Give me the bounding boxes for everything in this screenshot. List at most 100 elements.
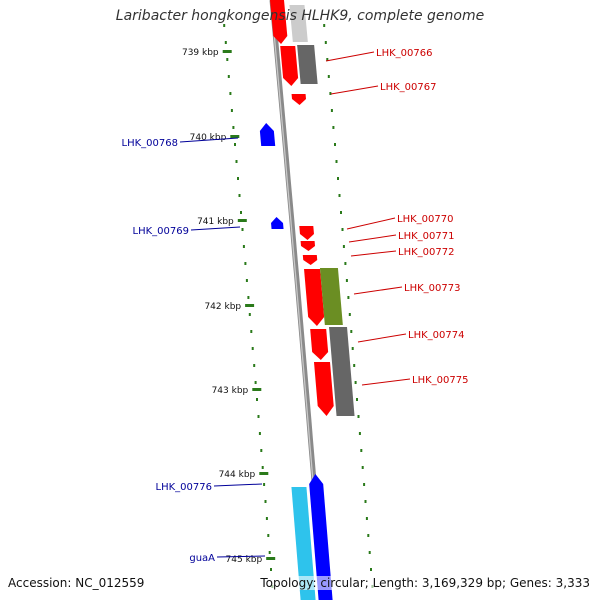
tick-label: 745 kbp — [226, 555, 263, 565]
ring-dot-inner — [224, 41, 227, 44]
ring-dot-inner — [235, 160, 238, 163]
tick-label: 743 kbp — [212, 386, 249, 396]
gene-label: LHK_00775 — [412, 375, 468, 386]
ring-dot-inner — [248, 313, 251, 316]
gene-label: guaA — [189, 553, 215, 564]
gene-feature-reverse — [259, 123, 276, 146]
ring-dot-inner — [260, 449, 263, 452]
tick-mark — [245, 304, 255, 307]
tick-mark — [259, 472, 269, 475]
gene-label-leader — [348, 234, 397, 243]
rna-feature — [291, 487, 316, 600]
gene-label: LHK_00768 — [122, 138, 178, 149]
tick-label: 741 kbp — [197, 217, 234, 227]
ring-dot-outer — [363, 483, 366, 486]
gene-feature-reverse — [309, 474, 333, 600]
ring-dot-inner — [223, 24, 226, 27]
gene-label: LHK_00774 — [408, 330, 464, 341]
ring-dot-inner — [229, 92, 232, 95]
ring-dot-outer — [345, 279, 348, 282]
ring-dot-outer — [353, 364, 356, 367]
tick-mark — [252, 388, 262, 391]
ring-dot-inner — [265, 517, 268, 520]
ring-dot-outer — [351, 347, 354, 350]
ring-dot-inner — [238, 194, 241, 197]
cog-block — [329, 327, 355, 416]
ring-dot-outer — [334, 143, 336, 146]
gene-label: LHK_00771 — [398, 231, 454, 242]
ring-dot-inner — [261, 466, 264, 469]
gene-feature-reverse — [271, 217, 284, 229]
ring-dot-outer — [358, 432, 361, 435]
gene-feature-forward — [313, 362, 334, 416]
ring-dot-inner — [267, 534, 270, 537]
ring-dot-inner — [244, 262, 247, 265]
cog-block — [289, 5, 308, 42]
gene-label-leader — [353, 286, 403, 295]
gene-label-leader — [357, 333, 407, 343]
ring-dot-outer — [367, 534, 370, 537]
gene-feature-forward — [291, 94, 307, 105]
ring-dot-inner — [263, 483, 266, 486]
gene-label: LHK_00769 — [133, 226, 189, 237]
gene-label: LHK_00766 — [376, 48, 432, 59]
ring-dot-outer — [326, 58, 329, 61]
ring-dot-outer — [348, 313, 351, 316]
gene-feature-forward — [302, 255, 318, 265]
ring-dot-outer — [368, 551, 371, 554]
ring-dot-outer — [323, 24, 326, 27]
ring-dot-outer — [341, 228, 344, 231]
ring-dot-outer — [370, 568, 372, 571]
ring-dot-outer — [337, 177, 339, 180]
ring-dot-inner — [247, 296, 250, 299]
ring-dot-inner — [242, 245, 245, 248]
tick-mark — [222, 50, 232, 53]
tick-label: 744 kbp — [219, 470, 256, 480]
tick-label: 740 kbp — [190, 133, 227, 143]
ring-dot-inner — [237, 177, 239, 180]
ring-dot-inner — [241, 228, 244, 231]
ring-dot-outer — [357, 415, 360, 418]
ring-dot-outer — [350, 330, 353, 333]
ring-dot-inner — [240, 211, 242, 214]
ring-dot-outer — [335, 160, 338, 163]
tick-mark — [266, 557, 276, 560]
ring-dot-inner — [270, 568, 272, 571]
gene-label-leader — [346, 217, 396, 230]
ring-dot-inner — [256, 398, 258, 401]
gene-label-leader — [350, 250, 397, 257]
gene-label-leader — [190, 226, 241, 231]
tick-mark — [237, 219, 247, 222]
ring-dot-outer — [324, 41, 327, 44]
ring-dot-outer — [342, 245, 345, 248]
ring-dot-inner — [257, 415, 260, 418]
ring-dot-inner — [232, 126, 235, 129]
cog-block — [297, 45, 318, 84]
ring-dot-outer — [364, 500, 367, 503]
ring-dot-inner — [245, 279, 248, 282]
ring-dot-inner — [227, 75, 230, 78]
gene-label-leader — [216, 555, 266, 558]
ring-dot-outer — [344, 262, 347, 265]
ring-dot-outer — [329, 92, 332, 95]
gene-label: LHK_00772 — [398, 247, 454, 258]
ring-dot-outer — [361, 466, 364, 469]
ring-dot-outer — [332, 126, 335, 129]
gene-label-leader — [179, 137, 239, 143]
gene-feature-forward — [304, 269, 325, 326]
gene-feature-forward — [280, 46, 299, 86]
ring-dot-inner — [264, 500, 267, 503]
gene-label-leader — [325, 51, 375, 62]
map-title: Laribacter hongkongensis HLHK9, complete… — [115, 8, 485, 24]
ring-dot-outer — [340, 211, 342, 214]
ring-dot-outer — [338, 194, 341, 197]
ring-dot-outer — [365, 517, 368, 520]
gene-feature-forward — [310, 329, 329, 360]
tick-label: 742 kbp — [204, 302, 241, 312]
ring-dot-outer — [360, 449, 363, 452]
gene-feature-forward — [270, 0, 288, 44]
tick-mark — [230, 135, 240, 138]
gene-label: LHK_00776 — [156, 482, 212, 493]
